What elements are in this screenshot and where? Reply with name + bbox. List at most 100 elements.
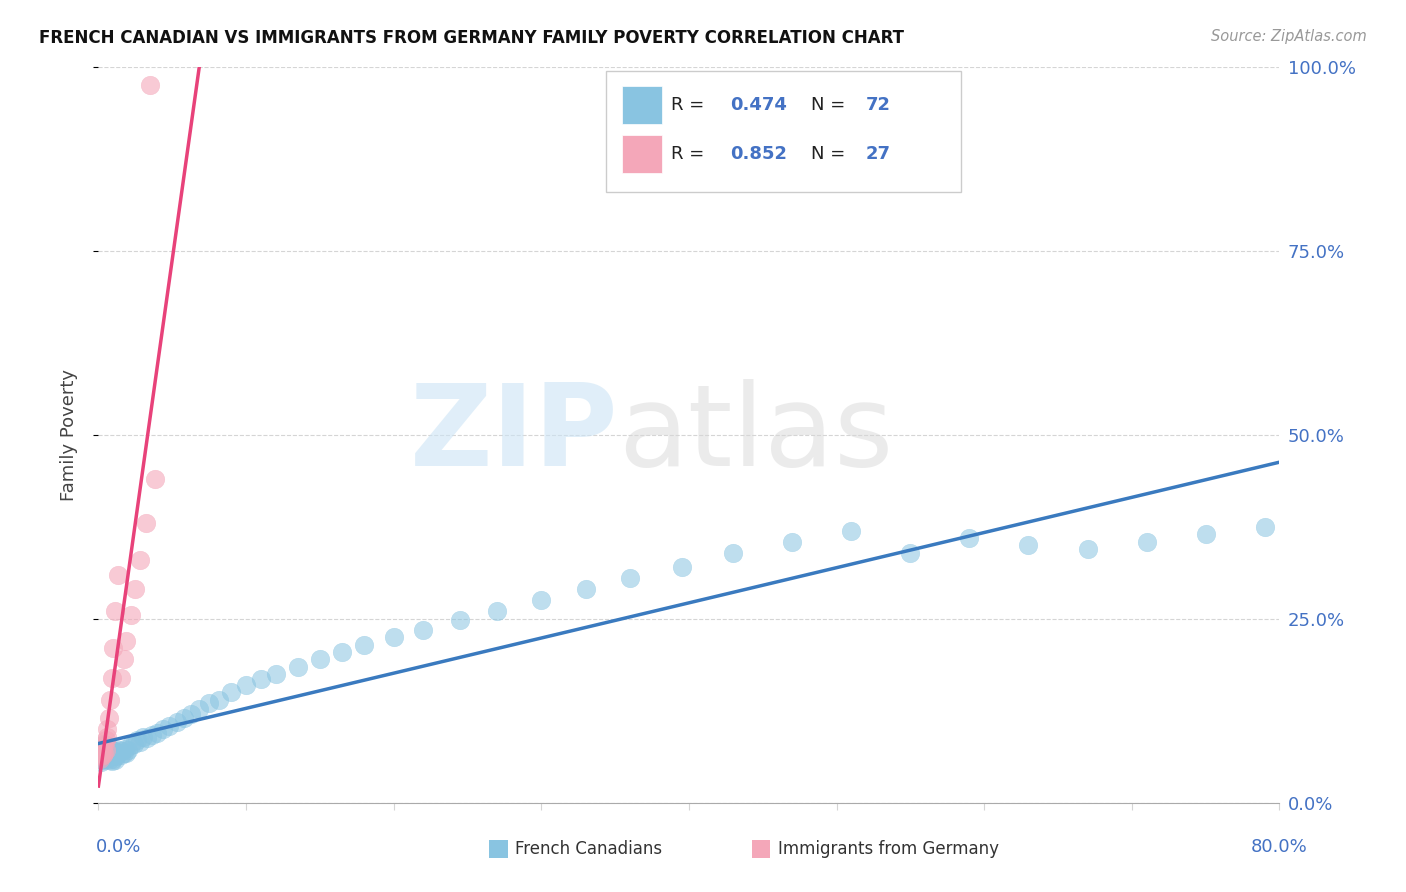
FancyBboxPatch shape	[606, 70, 960, 192]
Point	[107, 567, 129, 582]
Point	[264, 667, 287, 681]
Point	[530, 593, 553, 607]
Point	[96, 751, 118, 765]
Point	[143, 472, 166, 486]
Point	[103, 751, 125, 765]
Point	[98, 742, 121, 756]
FancyBboxPatch shape	[621, 135, 662, 173]
Point	[91, 747, 114, 762]
Point	[141, 728, 163, 742]
Point	[97, 711, 120, 725]
Point	[94, 733, 117, 747]
Point	[96, 743, 118, 757]
Point	[111, 744, 134, 758]
Point	[91, 753, 114, 767]
Point	[157, 718, 180, 732]
Point	[117, 743, 139, 757]
Point	[97, 746, 120, 760]
Text: 27: 27	[866, 145, 891, 162]
Point	[90, 744, 112, 758]
Point	[1254, 520, 1277, 534]
Point	[486, 605, 509, 619]
Text: 0.474: 0.474	[730, 96, 787, 114]
Y-axis label: Family Poverty: Family Poverty	[59, 369, 77, 500]
Point	[287, 659, 309, 673]
Text: N =: N =	[811, 96, 851, 114]
Point	[449, 613, 471, 627]
Point	[782, 534, 804, 549]
Point	[120, 739, 142, 753]
Point	[91, 740, 114, 755]
Point	[89, 751, 111, 765]
Point	[330, 645, 353, 659]
Point	[1195, 527, 1218, 541]
Point	[136, 731, 159, 745]
Point	[93, 737, 115, 751]
Text: French Canadians: French Canadians	[515, 840, 662, 858]
Point	[96, 730, 118, 744]
Point	[108, 743, 131, 757]
Point	[382, 630, 405, 644]
Point	[105, 749, 128, 764]
Point	[135, 516, 157, 530]
Point	[90, 744, 112, 758]
Point	[93, 746, 115, 760]
Point	[198, 697, 221, 711]
Text: R =: R =	[671, 96, 710, 114]
Point	[723, 545, 745, 560]
Point	[187, 701, 209, 715]
Point	[412, 623, 434, 637]
Point	[104, 605, 127, 619]
Point	[98, 750, 121, 764]
Point	[208, 692, 231, 706]
Point	[107, 746, 129, 760]
Point	[959, 531, 981, 545]
Text: N =: N =	[811, 145, 851, 162]
Point	[115, 746, 138, 760]
Text: FRENCH CANADIAN VS IMMIGRANTS FROM GERMANY FAMILY POVERTY CORRELATION CHART: FRENCH CANADIAN VS IMMIGRANTS FROM GERMA…	[39, 29, 904, 46]
Point	[103, 641, 125, 656]
Point	[120, 608, 142, 623]
Point	[104, 744, 127, 758]
Text: Source: ZipAtlas.com: Source: ZipAtlas.com	[1211, 29, 1367, 44]
Point	[97, 753, 120, 767]
Point	[115, 633, 138, 648]
Point	[166, 714, 188, 729]
Text: ZIP: ZIP	[409, 379, 619, 491]
Point	[353, 638, 375, 652]
Point	[309, 652, 332, 666]
Point	[152, 723, 174, 737]
Point	[1077, 541, 1099, 556]
Point	[1136, 534, 1159, 549]
Point	[96, 723, 118, 737]
Point	[122, 737, 145, 751]
FancyBboxPatch shape	[621, 86, 662, 124]
Point	[104, 753, 127, 767]
Point	[91, 742, 114, 756]
Point	[132, 730, 155, 744]
Point	[103, 743, 125, 757]
Point	[235, 678, 257, 692]
Point	[125, 733, 148, 747]
Point	[900, 545, 922, 560]
Point	[173, 711, 195, 725]
Point	[619, 571, 641, 585]
Point	[94, 739, 117, 753]
Text: Immigrants from Germany: Immigrants from Germany	[778, 840, 998, 858]
Point	[112, 652, 135, 666]
Point	[93, 739, 115, 753]
Point	[89, 751, 111, 765]
Point	[124, 582, 146, 597]
Point	[128, 553, 150, 567]
Point	[250, 672, 273, 686]
Point	[98, 692, 121, 706]
Text: 0.852: 0.852	[730, 145, 787, 162]
Point	[180, 707, 202, 722]
Point	[100, 671, 122, 685]
Point	[94, 747, 117, 762]
Point	[1018, 538, 1040, 552]
Text: atlas: atlas	[619, 379, 893, 491]
Point	[89, 747, 111, 762]
Point	[575, 582, 598, 597]
Point	[146, 726, 169, 740]
